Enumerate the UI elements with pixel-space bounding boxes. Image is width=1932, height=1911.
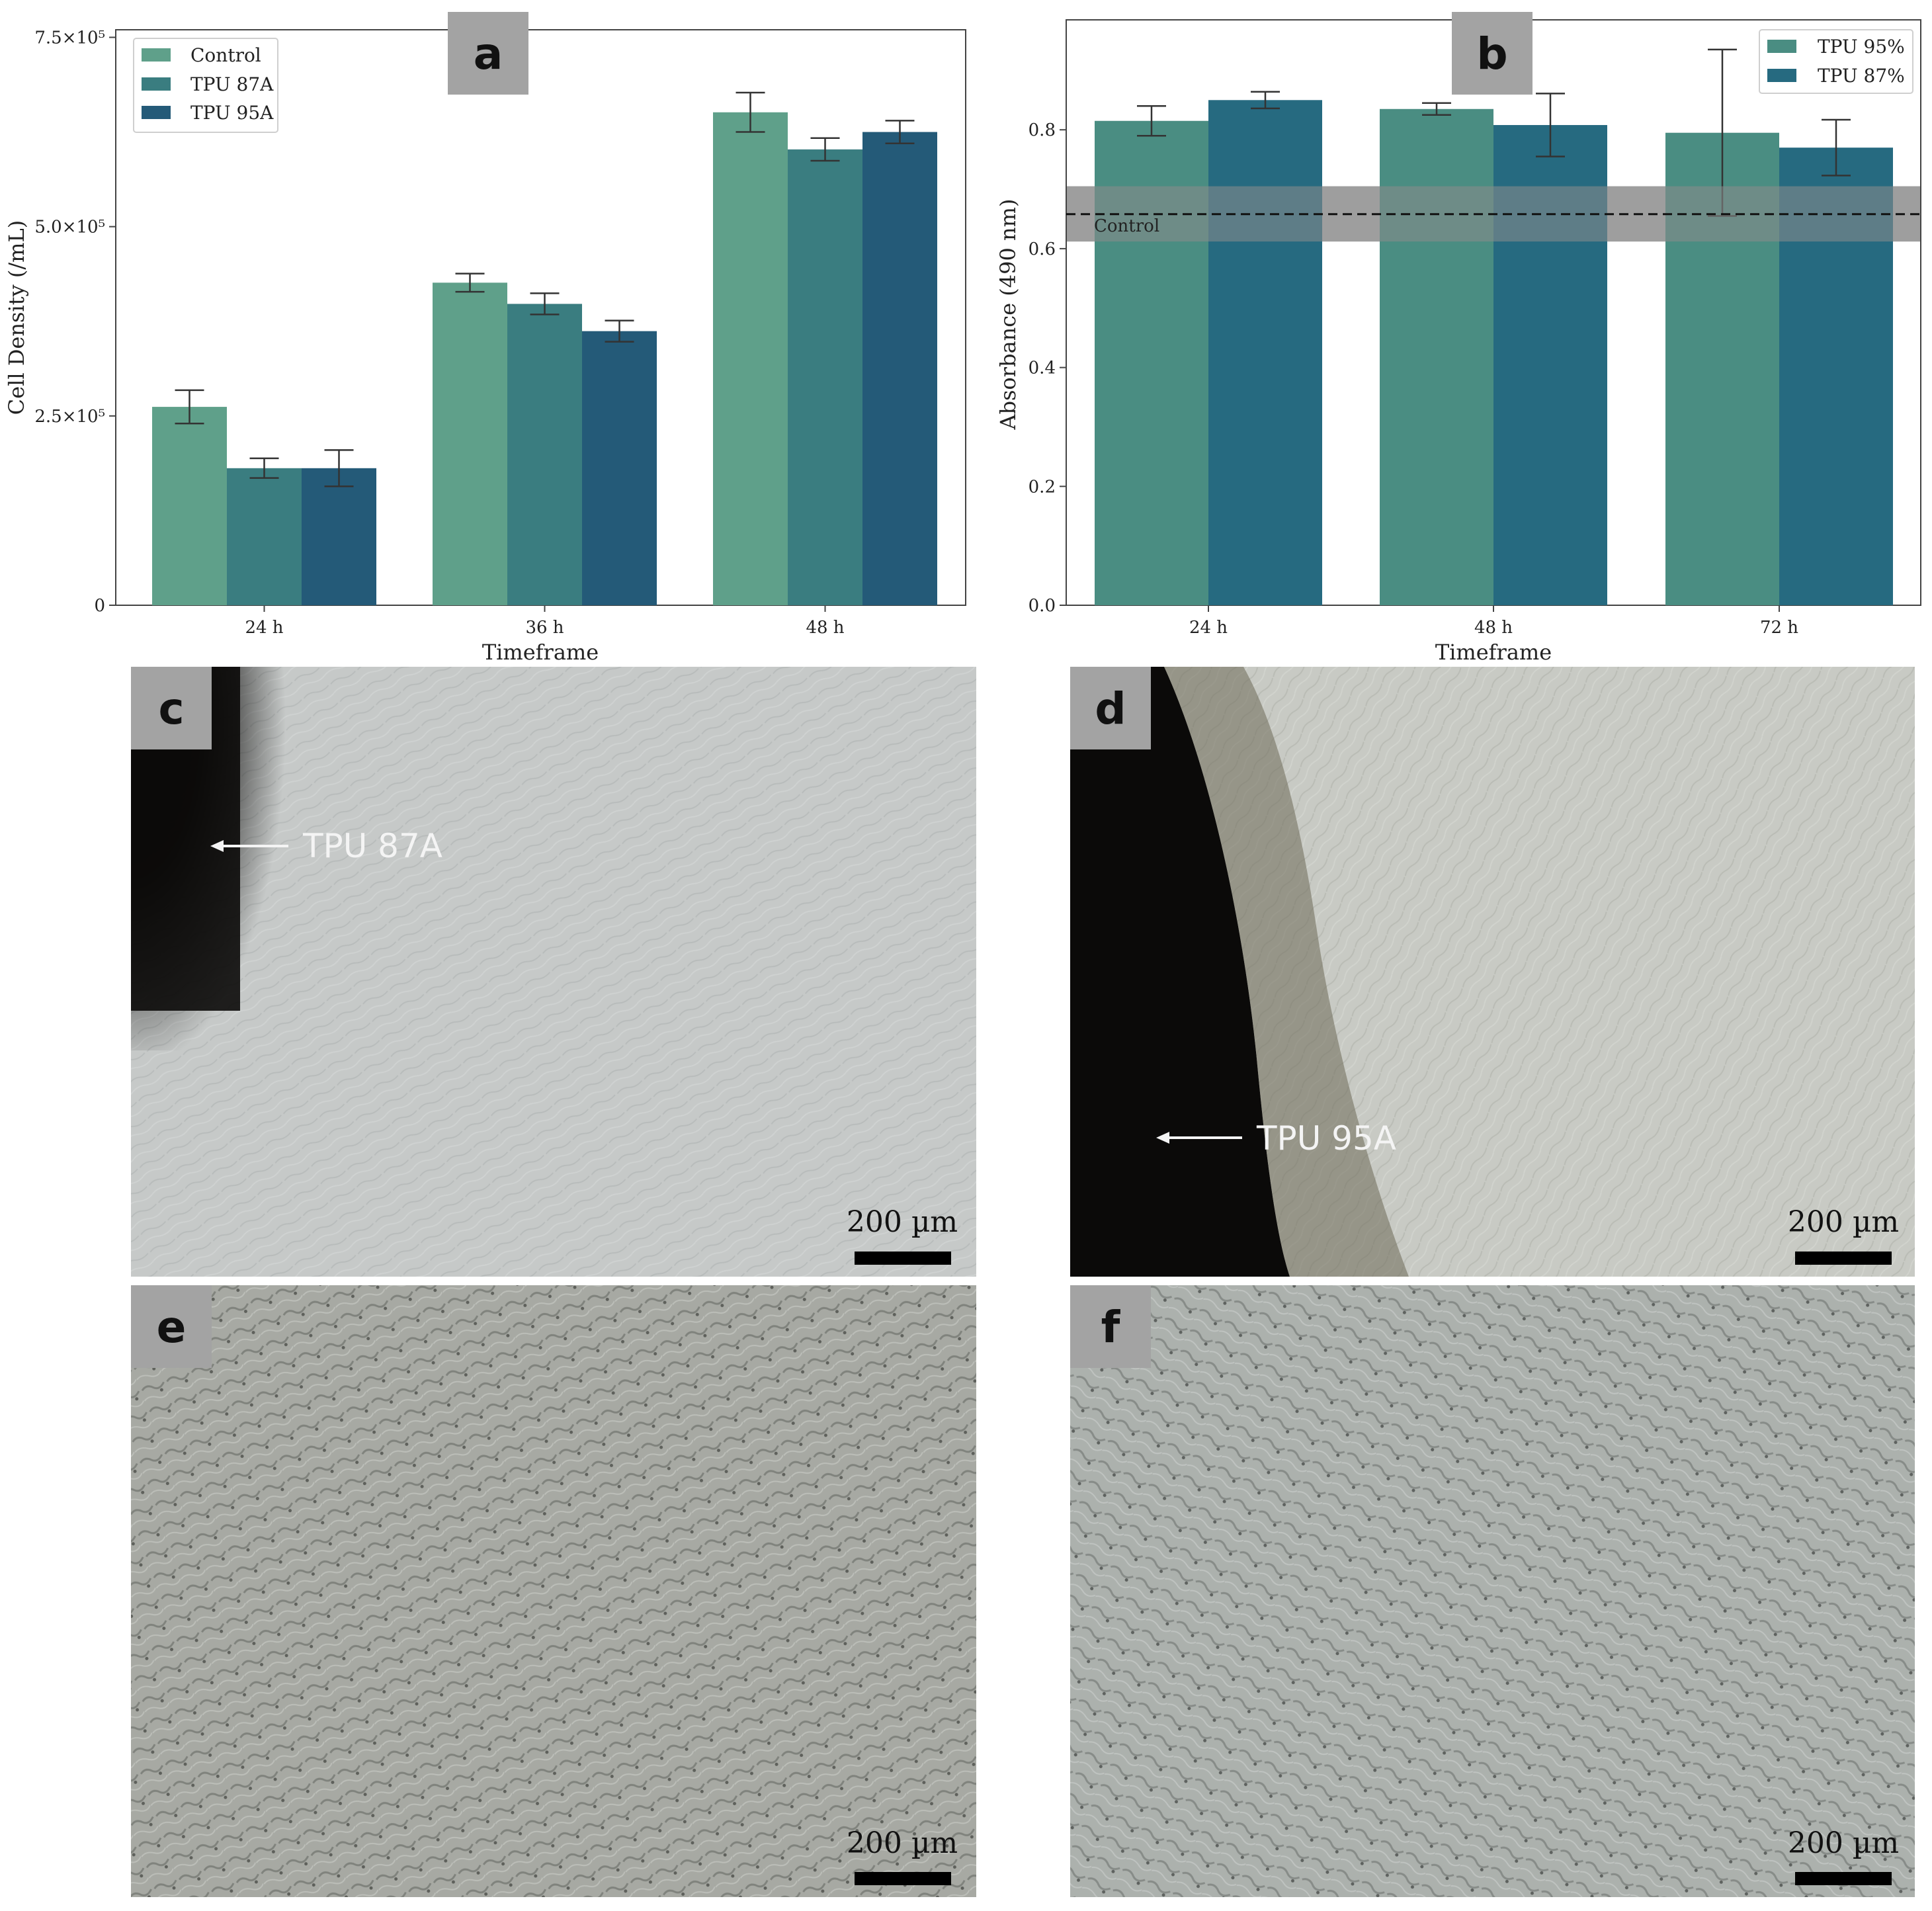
scale-bar-f	[1795, 1872, 1892, 1885]
bar-tpu-95a-2	[862, 132, 937, 605]
annotation-arrow-c	[210, 840, 288, 852]
x-tick-label: 72 h	[1760, 618, 1798, 638]
legend-swatch-control	[142, 48, 171, 62]
y-tick-label: 0	[94, 596, 105, 616]
panel-badge-f: f	[1070, 1285, 1151, 1368]
legend-label-tpu87a: TPU 87A	[190, 73, 274, 95]
micrograph-e	[131, 1285, 976, 1897]
panel-badge-b: b	[1452, 12, 1533, 95]
panel-letter-b: b	[1476, 28, 1507, 79]
scale-bar-d	[1795, 1252, 1892, 1265]
legend-label-control: Control	[190, 44, 261, 66]
panel-letter-f: f	[1101, 1302, 1121, 1353]
y-tick-label: 0.0	[1029, 596, 1056, 616]
micrograph-panel-d: d TPU 95A 200 µm	[1070, 667, 1915, 1277]
x-axis-b: 24 h 48 h 72 h	[1189, 605, 1798, 638]
legend-swatch-tpu87a	[142, 77, 171, 91]
annotation-arrow-d	[1156, 1132, 1242, 1144]
y-tick-label: 5.0×10⁵	[34, 218, 105, 237]
x-tick-label: 48 h	[806, 618, 844, 638]
x-axis-label-b: Timeframe	[1435, 640, 1552, 665]
x-tick-label: 24 h	[1189, 618, 1228, 638]
annotation-label-c: TPU 87A	[302, 827, 442, 865]
bar-control-0	[152, 407, 227, 605]
panel-badge-e: e	[131, 1285, 212, 1368]
legend-swatch-tpu87pct	[1767, 69, 1796, 82]
y-tick-label: 2.5×10⁵	[34, 407, 105, 427]
micrograph-panel-f: f 200 µm	[1070, 1285, 1915, 1897]
panel-letter-d: d	[1095, 683, 1126, 734]
panel-badge-a: a	[448, 12, 528, 95]
micrograph-f	[1070, 1285, 1915, 1897]
scale-bar-label-d: 200 µm	[1788, 1205, 1899, 1239]
annotation-label-d: TPU 95A	[1256, 1119, 1396, 1158]
panel-letter-e: e	[157, 1302, 187, 1353]
y-axis-label-b: Absorbance (490 nm)	[995, 199, 1021, 431]
legend-label-tpu87pct: TPU 87%	[1818, 65, 1905, 87]
x-tick-label: 24 h	[245, 618, 283, 638]
bar-tpu-95a-0	[302, 468, 376, 605]
micrograph-panel-e: e 200 µm	[131, 1285, 976, 1897]
panel-letter-c: c	[158, 683, 184, 734]
scale-bar-e	[855, 1872, 951, 1885]
panel-badge-d: d	[1070, 667, 1151, 749]
panel-badge-c: c	[131, 667, 212, 749]
micrograph-panel-c: c TPU 87A 200 µm	[131, 667, 976, 1277]
x-tick-label: 36 h	[525, 618, 564, 638]
scale-bar-label-e: 200 µm	[847, 1826, 958, 1860]
scale-bar-c	[855, 1252, 951, 1265]
y-axis-a: 0 2.5×10⁵ 5.0×10⁵ 7.5×10⁵	[34, 28, 116, 616]
x-axis-a: 24 h 36 h 48 h	[245, 605, 845, 638]
x-axis-label-a: Timeframe	[482, 640, 599, 665]
bar-tpu-95--1	[1380, 108, 1493, 605]
bar-tpu-87a-1	[507, 304, 582, 605]
bar-tpu-87a-0	[227, 468, 302, 605]
chart-panel-a: 0 2.5×10⁵ 5.0×10⁵ 7.5×10⁵ 24 h 36 h 48 h Time…	[4, 12, 966, 665]
legend-label-tpu95pct: TPU 95%	[1818, 36, 1905, 58]
bars-b	[1095, 48, 1893, 606]
control-reference-label: Control	[1094, 216, 1159, 236]
y-axis-b: 0.0 0.2 0.4 0.6 0.8	[1029, 120, 1066, 616]
bar-tpu-95a-1	[582, 331, 657, 605]
x-tick-label: 48 h	[1474, 618, 1513, 638]
bar-tpu-87a-2	[788, 149, 862, 606]
chart-panel-b: 0.0 0.2 0.4 0.6 0.8 Control 24 h 48 h 72 h Tim…	[995, 12, 1921, 665]
y-tick-label: 7.5×10⁵	[34, 28, 105, 48]
bars-a	[152, 91, 937, 606]
y-tick-label: 0.8	[1029, 120, 1056, 140]
scale-bar-label-f: 200 µm	[1788, 1826, 1899, 1860]
legend-a: Control TPU 87A TPU 95A	[133, 38, 278, 133]
bar-tpu-87--0	[1208, 100, 1322, 605]
tpu-95a-edge	[1070, 667, 1290, 1277]
y-tick-label: 0.2	[1029, 477, 1056, 497]
y-tick-label: 0.6	[1029, 239, 1056, 259]
bar-control-1	[433, 282, 507, 605]
legend-label-tpu95a: TPU 95A	[190, 102, 274, 124]
control-reference-line: Control	[1066, 186, 1921, 242]
panel-letter-a: a	[474, 28, 503, 79]
legend-swatch-tpu95a	[142, 106, 171, 119]
y-axis-label-a: Cell Density (/mL)	[4, 220, 29, 415]
y-tick-label: 0.4	[1029, 359, 1056, 378]
bar-control-2	[713, 112, 788, 606]
scale-bar-label-c: 200 µm	[847, 1205, 958, 1239]
legend-b: TPU 95% TPU 87%	[1759, 29, 1913, 94]
legend-swatch-tpu95pct	[1767, 40, 1796, 53]
